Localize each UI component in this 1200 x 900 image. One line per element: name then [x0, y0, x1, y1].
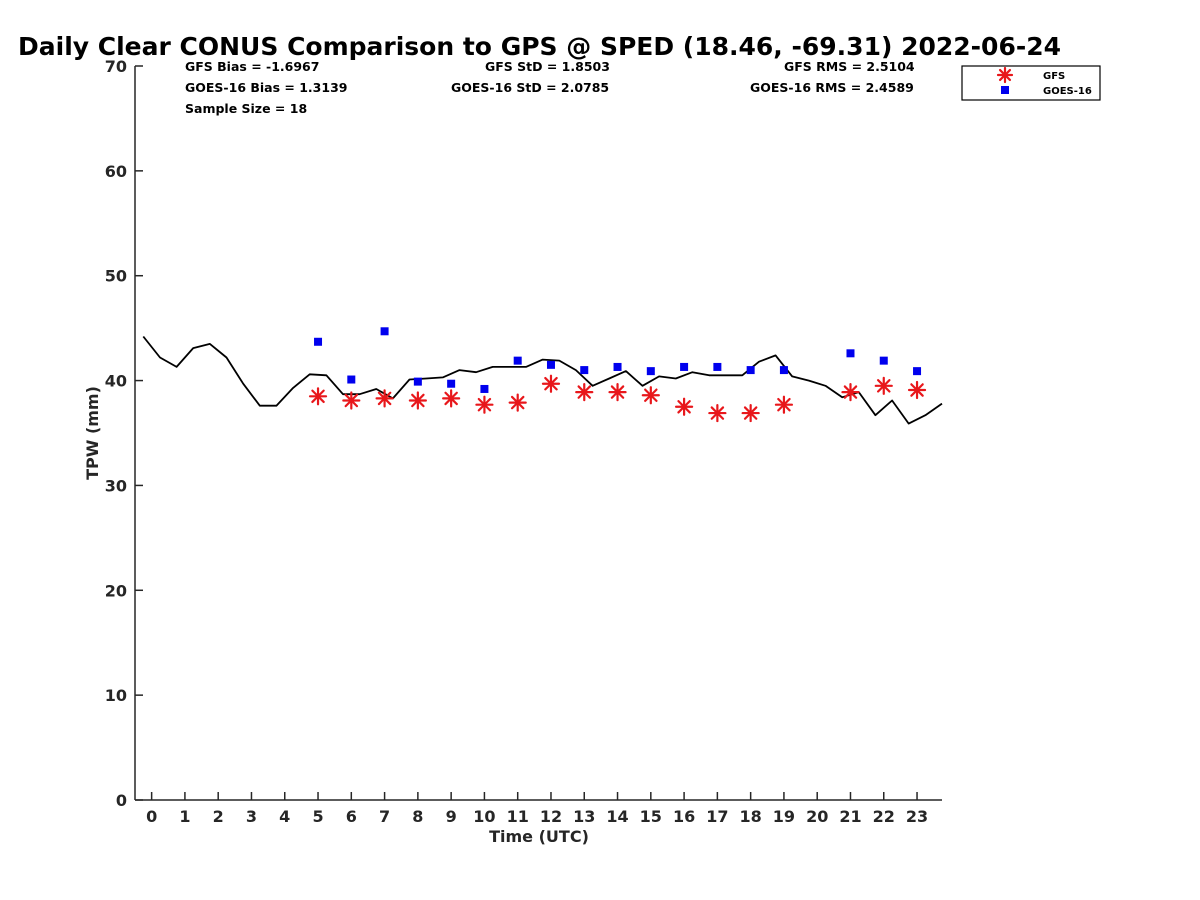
- y-tick-label: 60: [105, 162, 127, 181]
- gfs-point: [508, 393, 527, 412]
- gps-line-series: [142, 335, 943, 425]
- goes16-point: [713, 362, 722, 371]
- goes16-point: [314, 337, 323, 346]
- gfs-point: [442, 389, 461, 408]
- legend-goes16-marker: [1001, 86, 1009, 94]
- y-tick-label: 40: [105, 372, 127, 391]
- y-tick-label: 0: [116, 791, 127, 810]
- x-tick-label: 10: [473, 807, 495, 826]
- x-tick-label: 2: [213, 807, 224, 826]
- gfs-point: [308, 387, 328, 406]
- goes16-point: [879, 356, 888, 365]
- gfs-point: [641, 386, 660, 405]
- goes16-point: [580, 366, 589, 375]
- gfs-point: [375, 389, 394, 408]
- goes16-bias-stat: GOES-16 Bias = 1.3139: [185, 80, 347, 95]
- x-tick-label: 4: [279, 807, 290, 826]
- x-tick-label: 5: [312, 807, 323, 826]
- legend-box: [961, 65, 1101, 101]
- goes16-point: [447, 379, 456, 388]
- goes16-point: [380, 327, 389, 336]
- goes16-point: [680, 362, 689, 371]
- gfs-point: [874, 376, 893, 395]
- goes16-point: [746, 366, 755, 375]
- goes16-point: [779, 366, 788, 375]
- gfs-std-stat: GFS StD = 1.8503: [485, 59, 610, 74]
- y-tick-label: 10: [105, 686, 127, 705]
- x-tick-label: 14: [606, 807, 628, 826]
- gfs-point: [708, 403, 727, 423]
- gfs-point: [774, 395, 794, 414]
- legend-goes16-label: GOES-16: [1043, 86, 1092, 97]
- y-tick-label: 20: [105, 581, 127, 600]
- chart-title: Daily Clear CONUS Comparison to GPS @ SP…: [18, 32, 1061, 61]
- gfs-point: [541, 374, 561, 393]
- gfs-point: [741, 403, 760, 423]
- x-tick-label: 21: [839, 807, 861, 826]
- legend-gfs-marker: [996, 66, 1014, 84]
- x-tick-label: 12: [540, 807, 562, 826]
- gfs-point: [674, 397, 694, 416]
- legend-gfs-asterisk: [996, 66, 1014, 84]
- x-tick-label: 19: [773, 807, 795, 826]
- x-axis-label: Time (UTC): [489, 827, 589, 846]
- x-tick-label: 0: [146, 807, 157, 826]
- x-tick-label: 17: [706, 807, 728, 826]
- goes16-point: [846, 349, 855, 358]
- gfs-point: [841, 383, 860, 402]
- goes16-point: [513, 356, 522, 365]
- plot-axes: [134, 66, 942, 801]
- y-tick-label: 30: [105, 476, 127, 495]
- goes16-point: [546, 360, 555, 369]
- x-tick-label: 7: [379, 807, 390, 826]
- x-tick-label: 23: [906, 807, 928, 826]
- y-tick-label: 50: [105, 267, 127, 286]
- gfs-point: [408, 391, 427, 410]
- gfs-point: [907, 380, 927, 400]
- goes16-point: [347, 375, 356, 384]
- goes16-std-stat: GOES-16 StD = 2.0785: [451, 80, 609, 95]
- gfs-point: [575, 383, 594, 402]
- gfs-point: [342, 391, 361, 410]
- gfs-point: [475, 395, 494, 414]
- gfs-points: [308, 374, 927, 423]
- x-tick-label: 22: [873, 807, 895, 826]
- x-tick-label: 9: [446, 807, 457, 826]
- x-tick-label: 6: [346, 807, 357, 826]
- gfs-bias-stat: GFS Bias = -1.6967: [185, 59, 319, 74]
- stats-annotations: GFS Bias = -1.6967 GFS StD = 1.8503 GFS …: [185, 59, 915, 116]
- goes16-point: [913, 367, 922, 376]
- x-tick-label: 8: [412, 807, 423, 826]
- goes16-rms-stat: GOES-16 RMS = 2.4589: [750, 80, 914, 95]
- legend-gfs-label: GFS: [1043, 71, 1065, 82]
- x-tick-label: 18: [740, 807, 762, 826]
- x-tick-label: 16: [673, 807, 695, 826]
- x-tick-label: 13: [573, 807, 595, 826]
- x-tick-label: 3: [246, 807, 257, 826]
- goes16-point: [613, 362, 622, 371]
- x-tick-label: 15: [640, 807, 662, 826]
- gfs-point: [608, 383, 627, 402]
- legend: GFS GOES-16: [961, 65, 1101, 101]
- gfs-rms-stat: GFS RMS = 2.5104: [784, 59, 915, 74]
- x-tick-label: 1: [179, 807, 190, 826]
- y-ticks: 0 10 20 30 40 50 60 70: [105, 57, 143, 810]
- x-tick-label: 11: [507, 807, 529, 826]
- goes16-point: [646, 367, 655, 376]
- x-tick-label: 20: [806, 807, 828, 826]
- goes16-point: [480, 384, 489, 393]
- sample-size-stat: Sample Size = 18: [185, 101, 307, 116]
- y-axis-label: TPW (mm): [83, 386, 102, 480]
- y-tick-label: 70: [105, 57, 127, 76]
- goes16-points: [314, 327, 922, 393]
- x-ticks: 0 1 2 3 4 5 6 7 8 9 10 11 12 13 14 15 16 17 18 19 20 21 22 23: [146, 792, 928, 826]
- gps-line: [142, 335, 943, 425]
- goes16-point: [413, 377, 422, 386]
